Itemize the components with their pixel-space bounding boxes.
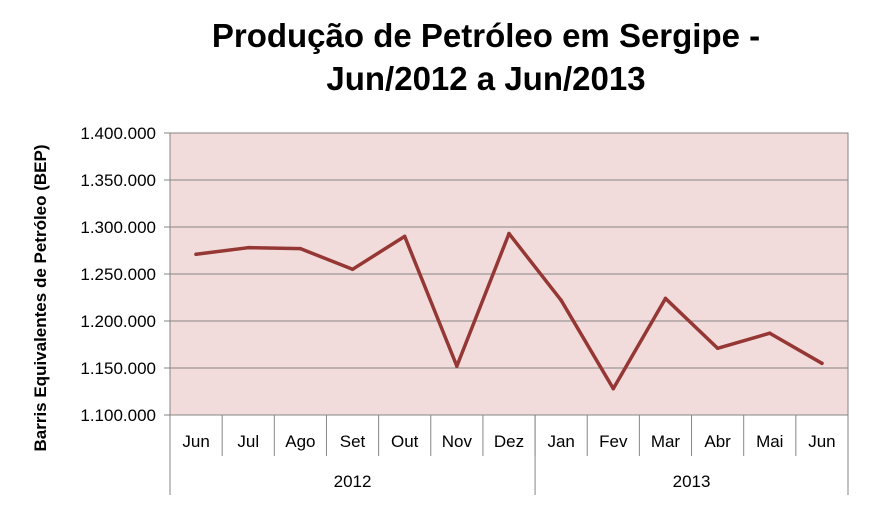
- data-point: [611, 386, 616, 391]
- x-tick-labels: Jun Jul Ago Set Out Nov Dez Jan Fev Mar Abr Mai Jun: [182, 432, 835, 451]
- y-tick-labels: 1.100.000 1.150.000 1.200.000 1.250.000 1.30…: [80, 124, 156, 425]
- y-tick-label: 1.100.000: [80, 406, 156, 425]
- year-label: 2012: [334, 472, 372, 491]
- data-point: [246, 245, 251, 250]
- y-tick-label: 1.200.000: [80, 312, 156, 331]
- data-point: [820, 361, 824, 366]
- series-layer: [194, 231, 824, 391]
- year-group-labels: 2012 2013: [334, 472, 711, 491]
- x-tick-label: Ago: [285, 432, 315, 451]
- x-tick-label: Nov: [442, 432, 473, 451]
- x-tick-label: Abr: [704, 432, 731, 451]
- x-tick-label: Jul: [237, 432, 259, 451]
- data-point: [194, 252, 198, 257]
- data-point: [350, 267, 355, 272]
- y-tick-label: 1.150.000: [80, 359, 156, 378]
- data-point: [298, 246, 303, 251]
- chart-title-line-2: Jun/2012 a Jun/2013: [326, 60, 646, 97]
- x-tick-label: Dez: [494, 432, 524, 451]
- x-tick-label: Fev: [599, 432, 628, 451]
- x-tick-label: Jun: [182, 432, 209, 451]
- x-tick-label: Mai: [756, 432, 783, 451]
- x-tick-label: Jun: [808, 432, 835, 451]
- x-tick-label: Jan: [547, 432, 574, 451]
- data-point: [715, 346, 720, 351]
- axes: [169, 133, 849, 495]
- y-axis-title: Barris Equivalentes de Petróleo (BEP): [31, 144, 50, 451]
- year-label: 2013: [673, 472, 711, 491]
- chart-title-line-1: Produção de Petróleo em Sergipe -: [211, 17, 761, 54]
- data-point: [559, 298, 563, 303]
- data-point: [663, 296, 668, 301]
- x-tick-label: Mar: [651, 432, 681, 451]
- x-tick-label: Set: [340, 432, 366, 451]
- y-tick-label: 1.250.000: [80, 265, 156, 284]
- y-tick-label: 1.400.000: [80, 124, 156, 143]
- y-tick-label: 1.350.000: [80, 171, 156, 190]
- data-point: [507, 231, 511, 236]
- data-point: [455, 364, 459, 368]
- data-point: [402, 234, 407, 239]
- y-tick-label: 1.300.000: [80, 218, 156, 237]
- x-tick-label: Out: [391, 432, 419, 451]
- data-point: [767, 331, 772, 336]
- chart-title: Produção de Petróleo em Sergipe - Jun/20…: [0, 14, 870, 100]
